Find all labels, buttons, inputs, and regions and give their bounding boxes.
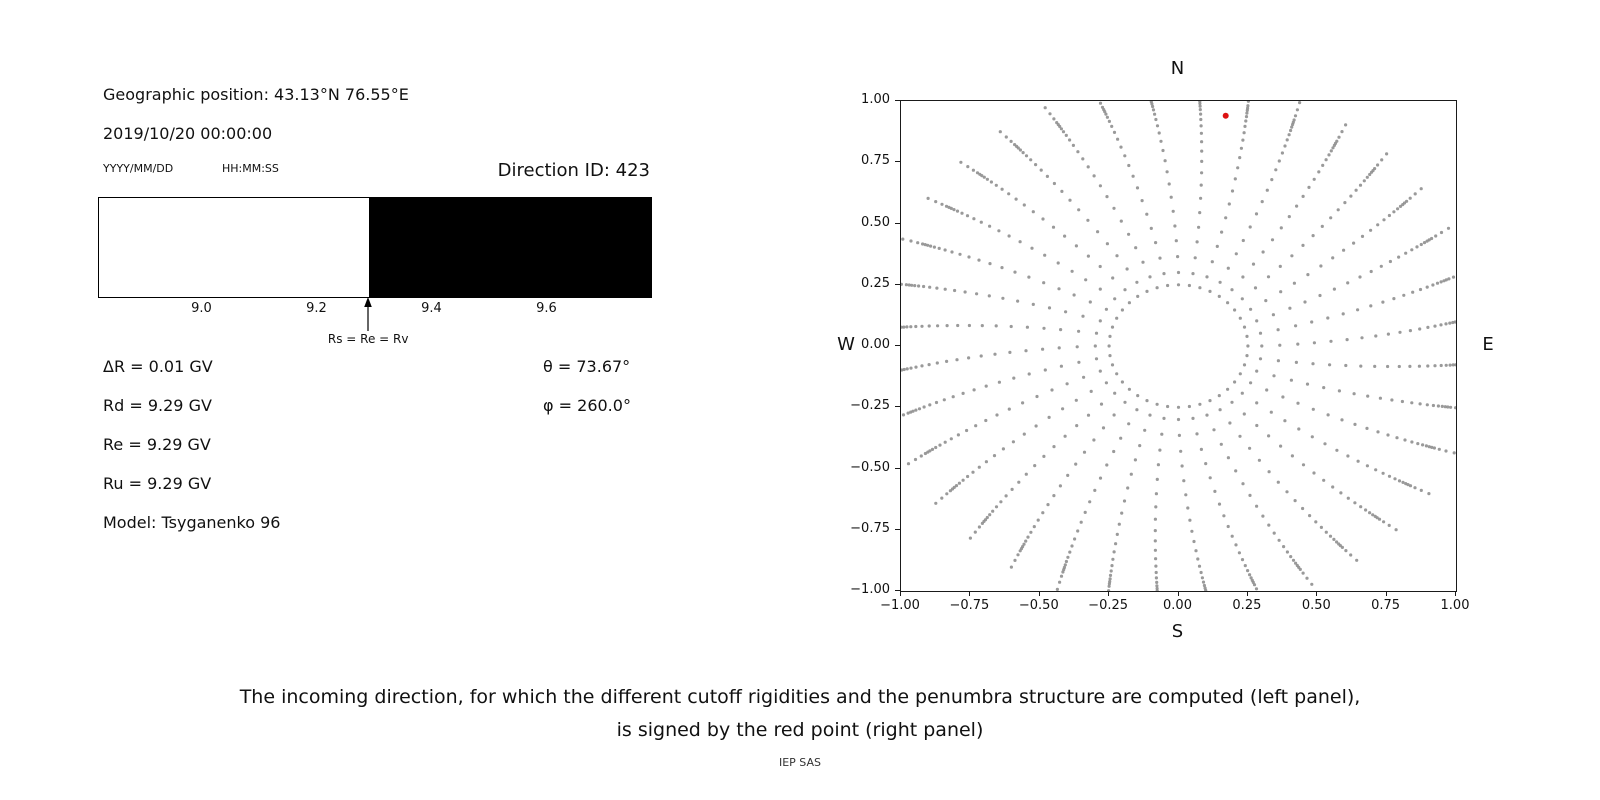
geographic-position-text: Geographic position: 43.13°N 76.55°E xyxy=(103,85,409,104)
marker-arrow-icon xyxy=(364,297,372,331)
x-tick-label: 0.00 xyxy=(1163,598,1192,613)
x-tick-mark xyxy=(1385,591,1387,596)
y-tick-label: 0.00 xyxy=(861,337,890,352)
x-tick-label: −1.00 xyxy=(880,598,920,613)
y-tick-mark xyxy=(895,467,900,469)
x-tick-mark xyxy=(1177,591,1179,596)
model-text: Model: Tsyganenko 96 xyxy=(103,513,281,532)
y-tick-mark xyxy=(895,161,900,163)
y-tick-mark xyxy=(895,222,900,224)
direction-map-plot-area xyxy=(900,100,1457,592)
x-tick-mark xyxy=(1038,591,1040,596)
marker-label: Rs = Re = Rv xyxy=(327,332,409,346)
penumbra-black-region xyxy=(369,198,651,297)
penumbra-tick-label: 9.2 xyxy=(306,301,327,316)
compass-south-label: S xyxy=(1171,621,1184,642)
direction-dots-scatter xyxy=(901,101,1456,591)
x-tick-label: 1.00 xyxy=(1440,598,1470,613)
direction-id-text: Direction ID: 423 xyxy=(497,160,650,181)
y-tick-label: 0.25 xyxy=(861,275,890,291)
y-tick-label: −1.00 xyxy=(850,582,890,597)
y-tick-mark xyxy=(895,283,900,285)
x-tick-mark xyxy=(1246,591,1248,596)
compass-west-label: W xyxy=(837,334,855,355)
x-tick-label: 0.75 xyxy=(1371,598,1401,613)
x-tick-label: 0.50 xyxy=(1301,598,1331,613)
x-tick-label: −0.50 xyxy=(1018,598,1059,613)
y-tick-mark xyxy=(895,528,900,530)
y-tick-label: −0.25 xyxy=(850,398,890,414)
footer-credit: IEP SAS xyxy=(778,756,822,769)
caption-line-2: is signed by the red point (right panel) xyxy=(616,719,984,741)
penumbra-tick-label: 9.0 xyxy=(191,301,212,316)
penumbra-tick-label: 9.4 xyxy=(421,301,442,316)
theta-value: θ = 73.67° xyxy=(543,357,631,376)
phi-value: φ = 260.0° xyxy=(543,396,631,415)
penumbra-bar xyxy=(98,197,652,298)
ru-value: Ru = 9.29 GV xyxy=(103,474,212,493)
x-tick-mark xyxy=(1455,591,1456,596)
penumbra-tick-label: 9.6 xyxy=(536,301,557,316)
x-tick-label: −0.75 xyxy=(949,598,990,613)
y-tick-mark xyxy=(895,345,900,346)
y-tick-mark xyxy=(895,100,900,101)
x-tick-mark xyxy=(1316,591,1318,596)
delta-r-value: ΔR = 0.01 GV xyxy=(103,357,213,376)
caption-line-1: The incoming direction, for which the di… xyxy=(239,686,1361,708)
x-tick-mark xyxy=(900,591,901,596)
datetime-text: 2019/10/20 00:00:00 xyxy=(103,124,273,143)
compass-east-label: E xyxy=(1482,334,1494,355)
y-tick-mark xyxy=(895,590,900,591)
x-tick-label: 0.25 xyxy=(1232,598,1262,613)
x-tick-mark xyxy=(969,591,971,596)
date-format-label: YYYY/MM/DD xyxy=(103,162,174,175)
x-tick-label: −0.25 xyxy=(1088,598,1129,613)
x-tick-mark xyxy=(1108,591,1110,596)
y-tick-label: −0.75 xyxy=(850,520,890,536)
y-tick-label: 0.75 xyxy=(861,153,890,169)
rd-value: Rd = 9.29 GV xyxy=(103,396,212,415)
y-tick-label: −0.50 xyxy=(850,459,890,475)
time-format-label: HH:MM:SS xyxy=(222,162,279,175)
compass-north-label: N xyxy=(1170,58,1185,79)
re-value: Re = 9.29 GV xyxy=(103,435,211,454)
y-tick-label: 1.00 xyxy=(861,92,890,107)
y-tick-mark xyxy=(895,406,900,408)
y-tick-label: 0.50 xyxy=(861,214,890,230)
